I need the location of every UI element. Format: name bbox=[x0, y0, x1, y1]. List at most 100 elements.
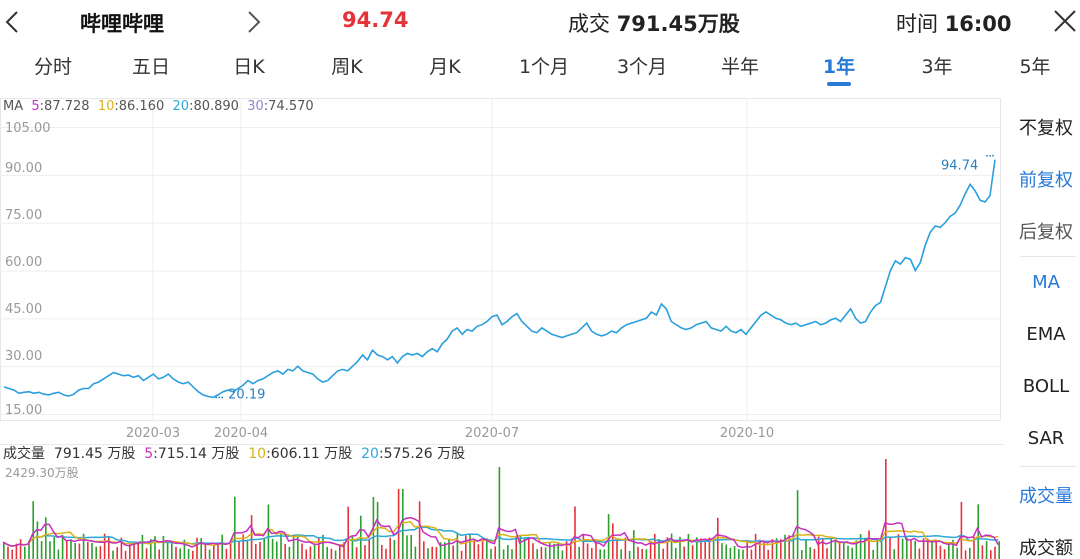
volume-ma5-line bbox=[2, 516, 1000, 549]
option-sar[interactable]: SAR bbox=[1027, 428, 1065, 449]
volume-bar bbox=[234, 496, 236, 559]
volume-bar bbox=[460, 550, 463, 559]
tab-1-year[interactable]: 1年 bbox=[822, 56, 856, 78]
vol-ma10-key: 10 bbox=[248, 446, 267, 462]
close-icon[interactable] bbox=[1052, 8, 1078, 34]
volume-bar bbox=[570, 543, 572, 559]
volume-bar bbox=[318, 537, 320, 559]
volume-bar bbox=[7, 546, 9, 559]
volume-bar bbox=[108, 537, 110, 559]
volume-bar bbox=[162, 536, 165, 559]
option-ema[interactable]: EMA bbox=[1026, 324, 1066, 345]
volume-bar bbox=[150, 539, 152, 559]
volume-bar bbox=[624, 537, 627, 559]
tab-1-month[interactable]: 1个月 bbox=[518, 56, 570, 78]
option-backward-adjust[interactable]: 后复权 bbox=[1019, 222, 1073, 243]
option-turnover[interactable]: 成交额 bbox=[1019, 538, 1073, 559]
volume-bar bbox=[880, 534, 883, 559]
volume-bar bbox=[990, 550, 992, 559]
volume-bar bbox=[74, 542, 76, 559]
volume-bar bbox=[586, 543, 589, 559]
volume-bar bbox=[763, 541, 765, 559]
chart-grid bbox=[0, 98, 1001, 421]
option-forward-adjust[interactable]: 前复权 bbox=[1019, 170, 1073, 191]
volume-bar bbox=[431, 546, 433, 559]
volume-bar bbox=[691, 545, 694, 559]
tab-five-day[interactable]: 五日 bbox=[131, 56, 171, 78]
volume-bar bbox=[788, 535, 790, 559]
volume-bar bbox=[276, 541, 278, 559]
volume-bar bbox=[897, 534, 900, 559]
time-value: 16:00 bbox=[944, 12, 1012, 36]
chevron-left-icon[interactable] bbox=[2, 9, 24, 35]
y-tick-label: 60.00 bbox=[5, 255, 43, 270]
last-marker-dot bbox=[989, 154, 991, 157]
volume-bar bbox=[876, 540, 879, 559]
volume-bar bbox=[95, 546, 97, 559]
volume-bar bbox=[771, 539, 774, 559]
ma10-value: 86.160 bbox=[118, 99, 165, 114]
volume-bar bbox=[591, 547, 593, 559]
volume-bar bbox=[813, 548, 816, 559]
volume-bar bbox=[330, 548, 333, 559]
volume-max-label: 2429.30万股 bbox=[5, 466, 79, 480]
tab-monthly-k[interactable]: 月K bbox=[429, 56, 461, 78]
volume-bar bbox=[355, 547, 358, 559]
y-tick-label: 15.00 bbox=[5, 403, 43, 418]
volume-bar bbox=[532, 543, 534, 559]
volume-bar bbox=[326, 547, 328, 559]
current-price: 94.74 bbox=[342, 8, 409, 32]
tab-daily-k[interactable]: 日K bbox=[233, 56, 265, 78]
chevron-right-icon[interactable] bbox=[242, 9, 264, 35]
tab-3-year[interactable]: 3年 bbox=[921, 56, 953, 78]
tab-weekly-k[interactable]: 周K bbox=[331, 56, 363, 78]
tab-3-month[interactable]: 3个月 bbox=[616, 56, 668, 78]
volume-bar bbox=[910, 540, 912, 559]
option-no-adjust[interactable]: 不复权 bbox=[1019, 118, 1073, 139]
volume-bar bbox=[133, 542, 135, 559]
active-tab-indicator bbox=[827, 82, 851, 86]
stock-chart[interactable]: 94.74 20.19 bbox=[0, 96, 1004, 559]
tab-half-year[interactable]: 半年 bbox=[720, 56, 760, 78]
volume-bar bbox=[502, 549, 505, 559]
volume-bar bbox=[612, 523, 614, 559]
ma5-value: 87.728 bbox=[44, 99, 90, 114]
low-price-label: 20.19 bbox=[228, 387, 265, 402]
volume-bar bbox=[746, 540, 748, 559]
volume-bar bbox=[448, 539, 450, 559]
volume-bar bbox=[490, 548, 492, 559]
option-ma[interactable]: MA bbox=[1032, 272, 1060, 293]
volume-bar bbox=[733, 546, 736, 559]
volume-bar bbox=[49, 541, 51, 559]
volume-bar bbox=[675, 547, 677, 559]
volume-bar bbox=[204, 544, 207, 559]
header-bar: 哔哩哔哩 94.74 成交 791.45万股 时间 16:00 bbox=[0, 0, 1080, 44]
volume-bar bbox=[141, 534, 144, 559]
vol-ma10-value: 606.11 万股 bbox=[270, 446, 353, 462]
volume-bar bbox=[838, 543, 841, 559]
volume-bar bbox=[486, 538, 488, 559]
volume-bar bbox=[124, 550, 127, 559]
tab-intraday[interactable]: 分时 bbox=[33, 56, 73, 78]
volume-bar bbox=[523, 537, 526, 559]
volume-bar bbox=[166, 542, 169, 559]
volume-bar bbox=[931, 541, 933, 559]
ma10-key: 10 bbox=[97, 99, 115, 114]
volume-bar bbox=[780, 539, 782, 559]
vol-ma20-value: 575.26 万股 bbox=[383, 446, 466, 462]
volume-bar bbox=[66, 540, 68, 559]
volume-bar bbox=[985, 541, 988, 559]
x-tick-label: 2020-07 bbox=[464, 426, 520, 441]
volume-bar bbox=[868, 530, 870, 559]
tab-5-year[interactable]: 5年 bbox=[1019, 56, 1051, 78]
volume-bar bbox=[679, 536, 681, 559]
option-boll[interactable]: BOLL bbox=[1022, 376, 1070, 397]
volume-bar bbox=[885, 459, 887, 559]
x-tick-label: 2020-03 bbox=[125, 426, 181, 441]
price-panel-frame bbox=[0, 98, 1001, 421]
volume-bar bbox=[469, 534, 471, 559]
volume-bar bbox=[242, 534, 244, 559]
volume-bar bbox=[565, 541, 568, 559]
option-volume[interactable]: 成交量 bbox=[1019, 486, 1073, 507]
volume-bar bbox=[435, 547, 438, 559]
